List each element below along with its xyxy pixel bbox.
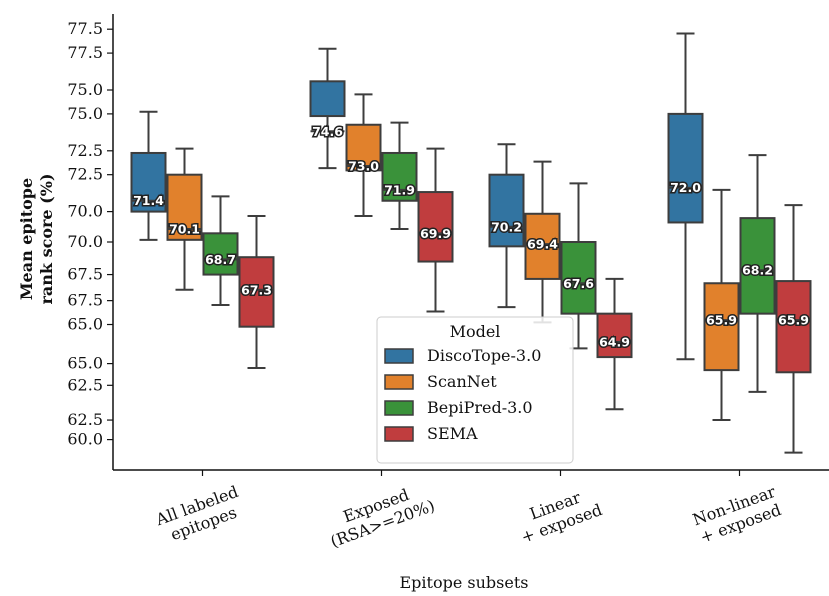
legend-label: ScanNet [427, 372, 497, 391]
legend-swatch [384, 400, 414, 416]
y-tick-label: 70.0 [67, 232, 103, 251]
box-body [739, 217, 776, 315]
legend-box [376, 316, 574, 464]
median-label: 69.4 [527, 237, 558, 252]
y-tick-label: 67.5 [67, 291, 103, 310]
y-tick-label: 75.0 [67, 104, 103, 123]
median-label: 69.9 [420, 226, 451, 241]
y-axis-title-line: Mean epitope [17, 178, 36, 300]
box-sema-0: 67.3 [238, 214, 275, 369]
box-body [202, 232, 239, 276]
median-label: 68.2 [742, 263, 773, 278]
y-axis-ticks: 77.5 77.5 75.0 75.0 72.5 72.5 70.0 70.0 67.5 67.5… [67, 19, 113, 449]
median-label: 74.6 [312, 124, 343, 139]
box-scannet-3: 65.9 [703, 188, 740, 422]
legend-swatch [384, 348, 414, 364]
y-tick-label: 72.5 [67, 165, 103, 184]
y-tick-label: 65.0 [67, 315, 103, 334]
y-tick-label: 67.5 [67, 265, 103, 284]
y-tick-label: 65.0 [67, 354, 103, 373]
y-tick-label: 70.0 [67, 202, 103, 221]
box-scannet-0: 70.1 [166, 147, 203, 291]
box-scannet-1: 73.0 [345, 93, 382, 217]
box-body [238, 256, 275, 328]
box-bepipred-3-0-1: 71.9 [381, 121, 418, 230]
box-discotope-3-0-3: 72.0 [667, 32, 704, 361]
y-tick-label: 77.5 [67, 43, 103, 62]
y-tick-label: 75.0 [67, 80, 103, 99]
box-sema-1: 69.9 [417, 147, 454, 313]
box-body [775, 280, 812, 374]
box-body [309, 80, 346, 118]
x-tick-label: Non-linear+ exposed [690, 482, 783, 547]
box-body [488, 173, 525, 248]
legend-label: SEMA [427, 424, 478, 443]
legend-swatch [384, 374, 414, 390]
box-sema-2: 64.9 [596, 277, 633, 411]
legend-label: BepiPred-3.0 [427, 398, 533, 417]
box-body [381, 151, 418, 202]
x-tick-label: Linear+ exposed [518, 488, 604, 547]
y-tick-label: 72.5 [67, 141, 103, 160]
box-discotope-3-0-1: 74.6 [309, 47, 346, 170]
y-axis-title-line: rank score (%) [37, 173, 56, 304]
box-bepipred-3-0-0: 68.7 [202, 195, 239, 306]
box-body [130, 151, 167, 213]
box-scannet-2: 69.4 [524, 160, 561, 324]
median-label: 65.9 [778, 313, 809, 328]
box-series: 71.4 70.1 68.7 67.3 74.6 73.0 71.9 69.9 70.2 69.4… [130, 32, 812, 454]
median-label: 65.9 [706, 313, 737, 328]
legend: Model DiscoTope-3.0 ScanNet BepiPred-3.0 SEM… [376, 316, 574, 464]
y-tick-label: 62.5 [67, 375, 103, 394]
median-label: 71.4 [133, 193, 164, 208]
axes [112, 14, 829, 471]
box-body [560, 241, 597, 315]
legend-label: DiscoTope-3.0 [427, 346, 541, 365]
median-label: 64.9 [599, 334, 630, 349]
median-label: 70.2 [491, 219, 522, 234]
y-axis-title: Mean epitope rank score (%) [17, 173, 56, 304]
legend-title: Model [450, 322, 501, 341]
box-bepipred-3-0-3: 68.2 [739, 154, 776, 393]
x-tick-label: Exposed(RSA>=20%) [328, 485, 437, 551]
box-discotope-3-0-0: 71.4 [130, 110, 167, 241]
y-tick-label: 77.5 [67, 19, 103, 38]
median-label: 73.0 [348, 159, 379, 174]
box-body [596, 312, 633, 359]
legend-swatch [384, 426, 414, 442]
median-label: 70.1 [169, 221, 200, 236]
y-tick-label: 62.5 [67, 410, 103, 429]
box-discotope-3-0-2: 70.2 [488, 143, 525, 309]
axis-titles: Epitope subsets Mean epitope rank score (%… [17, 173, 528, 592]
x-axis-title: Epitope subsets [400, 573, 529, 592]
y-tick-label: 60.0 [67, 430, 103, 449]
median-label: 72.0 [670, 180, 701, 195]
box-body [667, 112, 704, 224]
box-sema-3: 65.9 [775, 204, 812, 454]
median-label: 68.7 [205, 252, 236, 267]
median-label: 71.9 [384, 182, 415, 197]
median-label: 67.6 [563, 276, 594, 291]
box-body [417, 191, 454, 263]
box-body [703, 282, 740, 372]
box-bepipred-3-0-2: 67.6 [560, 182, 597, 350]
box-body [524, 212, 561, 280]
box-body [345, 123, 382, 172]
median-label: 67.3 [241, 282, 272, 297]
